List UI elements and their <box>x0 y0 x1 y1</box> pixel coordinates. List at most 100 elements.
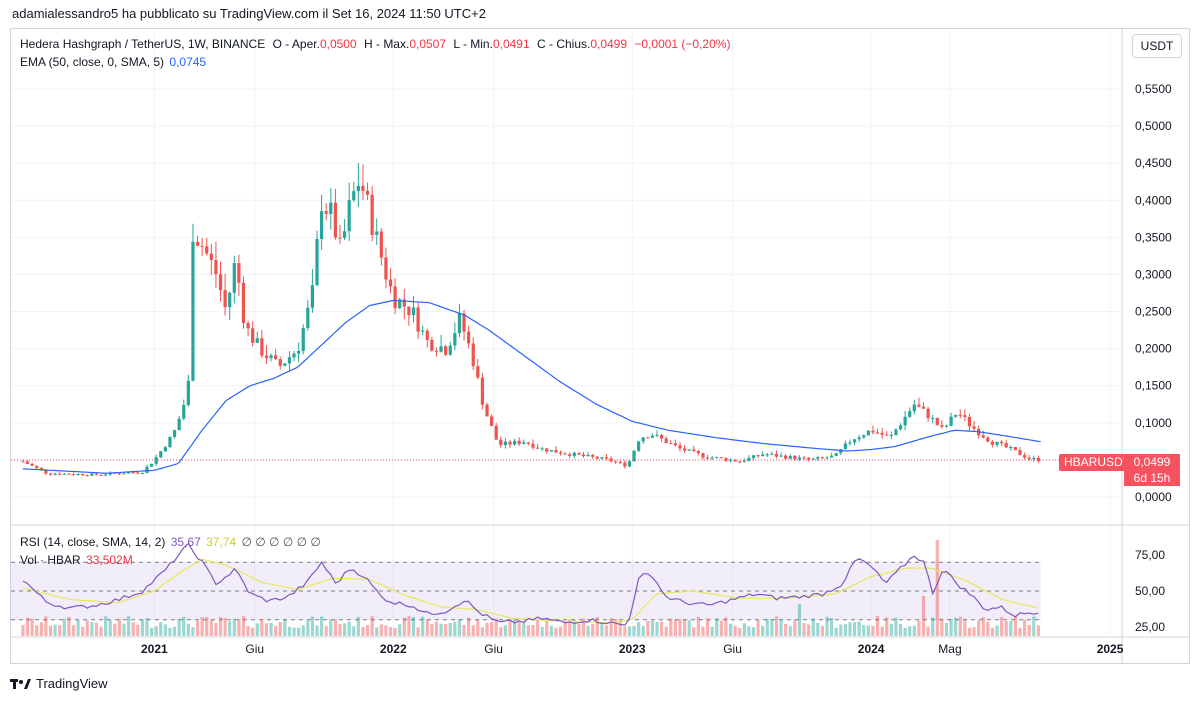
candle-body <box>563 453 567 455</box>
volume-bar <box>931 617 935 636</box>
volume-bar <box>825 616 829 636</box>
candle-body <box>218 274 223 291</box>
volume-bar <box>122 623 126 636</box>
volume-bar <box>627 626 632 636</box>
ema-line <box>11 299 1122 474</box>
volume-label[interactable]: Vol · HBAR <box>20 553 81 567</box>
tradingview-footer[interactable]: TradingView <box>10 676 108 691</box>
candle-body <box>751 455 756 458</box>
volume-bar <box>278 621 282 636</box>
symbol-price-tag: HBARUSDT <box>1059 454 1136 471</box>
volume-bar <box>269 622 273 636</box>
volume-bar <box>81 626 85 636</box>
rsi-lines <box>22 542 1039 626</box>
tradingview-brand: TradingView <box>36 676 108 691</box>
candle-body <box>154 457 158 464</box>
candle-body <box>191 241 195 381</box>
candle-body <box>678 445 682 449</box>
volume-bar <box>471 625 475 636</box>
volume-bar <box>797 604 802 636</box>
countdown-badge: 6d 15h <box>1124 471 1180 486</box>
ema-label[interactable]: EMA (50, close, 0, SMA, 5) <box>20 55 165 69</box>
candle-body <box>370 194 374 235</box>
volume-bar <box>912 625 916 636</box>
volume-bar <box>986 621 990 636</box>
volume-bar <box>35 625 39 636</box>
candle-body <box>140 472 145 474</box>
candle-body <box>62 473 66 475</box>
volume-bar <box>264 623 269 636</box>
candle-body <box>926 408 930 419</box>
volume-bar <box>554 627 558 636</box>
price-tick-label: 0,4000 <box>1135 193 1172 207</box>
volume-bar <box>774 616 779 636</box>
volume-bar <box>908 626 912 636</box>
volume-bar <box>283 619 287 636</box>
volume-bar <box>168 627 172 636</box>
candle-body <box>889 435 893 437</box>
candle-body <box>963 415 967 417</box>
volume-bar <box>246 625 250 636</box>
volume-bar <box>503 625 507 636</box>
volume-bar <box>880 626 884 636</box>
volume-bar <box>935 540 939 636</box>
candle-body <box>177 418 181 431</box>
volume-bar <box>1032 616 1036 636</box>
time-tick-label: 2021 <box>141 642 168 656</box>
candle-body <box>719 457 723 459</box>
candle-body <box>903 416 907 426</box>
volume-bar <box>747 626 751 636</box>
candle-body <box>535 447 540 449</box>
volume-bar <box>981 617 985 636</box>
volume-bar <box>71 625 76 636</box>
volume-bar <box>664 626 668 636</box>
rsi-extra: ∅ ∅ ∅ ∅ ∅ ∅ <box>241 535 321 549</box>
candle-body <box>834 453 838 456</box>
candle-body <box>770 453 774 455</box>
volume-bar <box>526 625 530 636</box>
candle-body <box>558 452 563 454</box>
volume-bar <box>136 624 140 636</box>
volume-bar <box>434 621 439 636</box>
candle-body <box>820 457 825 459</box>
volume-bar <box>623 626 627 636</box>
candle-body <box>655 434 659 436</box>
candle-body <box>448 345 452 355</box>
candle-body <box>195 241 200 246</box>
volume-bar <box>44 616 48 636</box>
volume-bar <box>333 619 337 636</box>
candle-body <box>471 343 475 367</box>
candle-body <box>232 263 236 293</box>
volume-bar <box>673 620 678 636</box>
candle-body <box>912 404 916 412</box>
candle-body <box>200 245 204 247</box>
candle-body <box>531 443 535 448</box>
rsi-label[interactable]: RSI (14, close, SMA, 14, 2) <box>20 535 166 549</box>
candle-body <box>149 463 154 467</box>
volume-bar <box>940 618 944 636</box>
volume-bar <box>159 622 163 636</box>
volume-bar <box>857 621 861 636</box>
volume-bar <box>549 625 553 636</box>
volume-bar <box>255 623 259 636</box>
candle-body <box>673 443 678 446</box>
volume-bar <box>347 621 351 636</box>
volume-bar <box>889 623 893 636</box>
candle-body <box>825 457 829 459</box>
volume-bar <box>94 622 99 636</box>
time-tick-label: 2022 <box>380 642 407 656</box>
candle-body <box>508 441 512 445</box>
volume-bar <box>214 623 218 636</box>
candle-body <box>940 425 944 427</box>
currency-button[interactable]: USDT <box>1132 34 1182 58</box>
candle-body <box>310 285 315 308</box>
volume-bar <box>149 627 154 636</box>
volume-bar <box>319 616 324 636</box>
price-legend: Hedera Hashgraph / TetherUS, 1W, BINANCE… <box>20 37 730 51</box>
symbol-label[interactable]: Hedera Hashgraph / TetherUS, 1W, BINANCE <box>20 37 266 51</box>
volume-bar <box>756 620 760 636</box>
volume-bar <box>90 622 94 636</box>
candle-body <box>416 307 420 332</box>
candle-body <box>581 454 586 457</box>
